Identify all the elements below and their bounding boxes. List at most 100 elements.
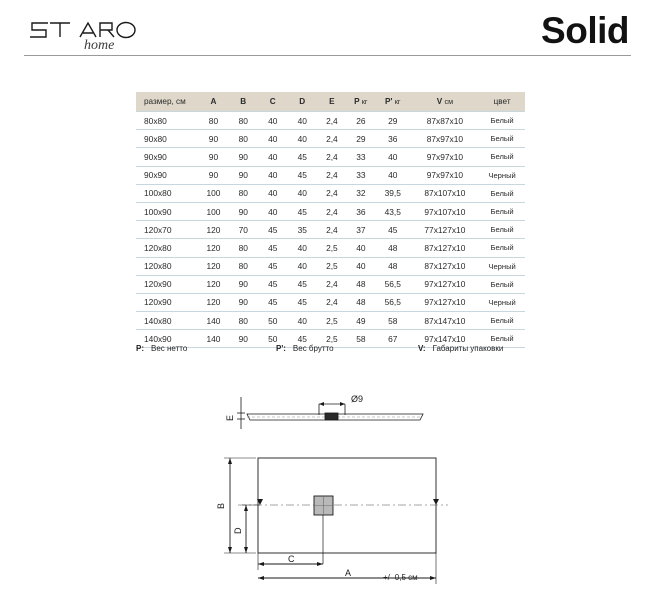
table-row: 120x80 120 80 45 40 2,5 40 48 87x127x10 Черный (136, 257, 525, 276)
c-dimension-label: C (288, 554, 295, 564)
logo-home-text: home (84, 38, 114, 53)
cell-b: 90 (228, 202, 258, 222)
cell-a: 90 (198, 147, 229, 167)
cell-d: 40 (287, 257, 318, 276)
cell-e: 2,5 (317, 329, 347, 349)
cell-v: 87x127x10 (410, 238, 480, 258)
column-header-a: A (198, 92, 229, 112)
cell-pg: 40 (374, 147, 411, 167)
cell-b: 90 (228, 147, 258, 167)
cell-a: 120 (198, 238, 229, 258)
cell-a: 140 (198, 311, 229, 331)
legend-text: Вес брутто (292, 344, 334, 353)
column-header-color: цвет (479, 92, 525, 112)
cell-a: 100 (198, 202, 229, 222)
cell-a: 80 (198, 110, 229, 131)
cell-color: Белый (479, 238, 525, 258)
column-header-net-weight: P кг (346, 92, 375, 112)
cell-e: 2,4 (317, 147, 347, 167)
cell-e: 2,4 (317, 184, 347, 203)
cell-e: 2,4 (317, 110, 347, 131)
b-dimension-label: B (216, 503, 226, 509)
staro-home-logo-icon: home (30, 21, 136, 53)
table-row: 120x70 120 70 45 35 2,4 37 45 77x127x10 Белый (136, 220, 525, 240)
column-header-size: размер, см (136, 92, 199, 112)
cell-v: 87x147x10 (410, 311, 480, 331)
cell-d: 40 (287, 238, 318, 258)
plan-view-svg: B D C A (216, 457, 448, 584)
side-view-drawing: E Ø9 (215, 385, 445, 440)
cell-a: 140 (198, 329, 229, 349)
cell-a: 100 (198, 184, 229, 203)
table-row: 120x90 120 90 45 45 2,4 48 56,5 97x127x10 Белый (136, 275, 525, 294)
cell-size: 90x90 (136, 166, 199, 185)
a-dimension-label: A (345, 568, 351, 578)
table-row: 90x90 90 90 40 45 2,4 33 40 97x97x10 Черный (136, 166, 525, 185)
cell-b: 80 (228, 129, 258, 149)
cell-c: 50 (257, 311, 288, 331)
cell-p: 37 (346, 220, 375, 240)
cell-pg: 48 (374, 238, 411, 258)
cell-e: 2,4 (317, 129, 347, 149)
cell-c: 45 (257, 275, 288, 294)
cell-color: Черный (479, 257, 525, 276)
cell-pg: 43,5 (374, 202, 411, 222)
cell-p: 40 (346, 238, 375, 258)
cell-c: 40 (257, 147, 288, 167)
cell-c: 50 (257, 329, 288, 349)
cell-pg: 45 (374, 220, 411, 240)
cell-v: 97x147x10 (410, 329, 480, 349)
cell-size: 80x80 (136, 110, 199, 131)
cell-size: 100x80 (136, 184, 199, 203)
cell-p: 26 (346, 110, 375, 131)
cell-a: 90 (198, 166, 229, 185)
cell-a: 120 (198, 293, 229, 313)
column-header-b: B (228, 92, 258, 112)
cell-p: 32 (346, 184, 375, 203)
cell-color: Черный (479, 293, 525, 313)
table-row: 100x80 100 80 40 40 2,4 32 39,5 87x107x10 Белый (136, 184, 525, 203)
cell-c: 40 (257, 129, 288, 149)
cell-e: 2,4 (317, 166, 347, 185)
cell-v: 97x127x10 (410, 293, 480, 313)
cell-v: 97x127x10 (410, 275, 480, 294)
cell-e: 2,4 (317, 220, 347, 240)
tray-outline (257, 457, 437, 554)
cell-c: 45 (257, 293, 288, 313)
cell-pg: 56,5 (374, 275, 411, 294)
drain-diameter-label: Ø9 (351, 394, 363, 404)
table-header-row: размер, см A B C D E P кг P' кг V см цве… (136, 92, 525, 112)
cell-color: Белый (479, 275, 525, 294)
brand-logo: home (22, 14, 172, 54)
cell-d: 40 (287, 129, 318, 149)
cell-p: 33 (346, 147, 375, 167)
cell-c: 45 (257, 257, 288, 276)
cell-size: 90x80 (136, 129, 199, 149)
cell-d: 35 (287, 220, 318, 240)
legend-symbol: V: (418, 344, 426, 353)
cell-pg: 58 (374, 311, 411, 331)
cell-pg: 56,5 (374, 293, 411, 313)
legend-item-net-weight: P: Вес нетто (136, 344, 187, 353)
cell-color: Белый (479, 184, 525, 203)
cell-b: 80 (228, 257, 258, 276)
cell-size: 140x80 (136, 311, 199, 331)
cell-b: 80 (228, 238, 258, 258)
column-header-gross-weight: P' кг (374, 92, 411, 112)
cell-color: Черный (479, 166, 525, 185)
cell-pg: 48 (374, 257, 411, 276)
cell-color: Белый (479, 129, 525, 149)
table-row: 80x80 80 80 40 40 2,4 26 29 87x87x10 Белый (136, 110, 525, 131)
cell-color: Белый (479, 311, 525, 331)
cell-b: 90 (228, 293, 258, 313)
cell-b: 70 (228, 220, 258, 240)
cell-d: 40 (287, 311, 318, 331)
column-header-volume: V см (410, 92, 480, 112)
d-dimension-label: D (233, 527, 243, 534)
cell-pg: 39,5 (374, 184, 411, 203)
tolerance-note: +/- 0,5 см (383, 573, 418, 582)
cell-b: 80 (228, 110, 258, 131)
cell-p: 48 (346, 293, 375, 313)
cell-size: 120x80 (136, 257, 199, 276)
cell-v: 97x97x10 (410, 147, 480, 167)
